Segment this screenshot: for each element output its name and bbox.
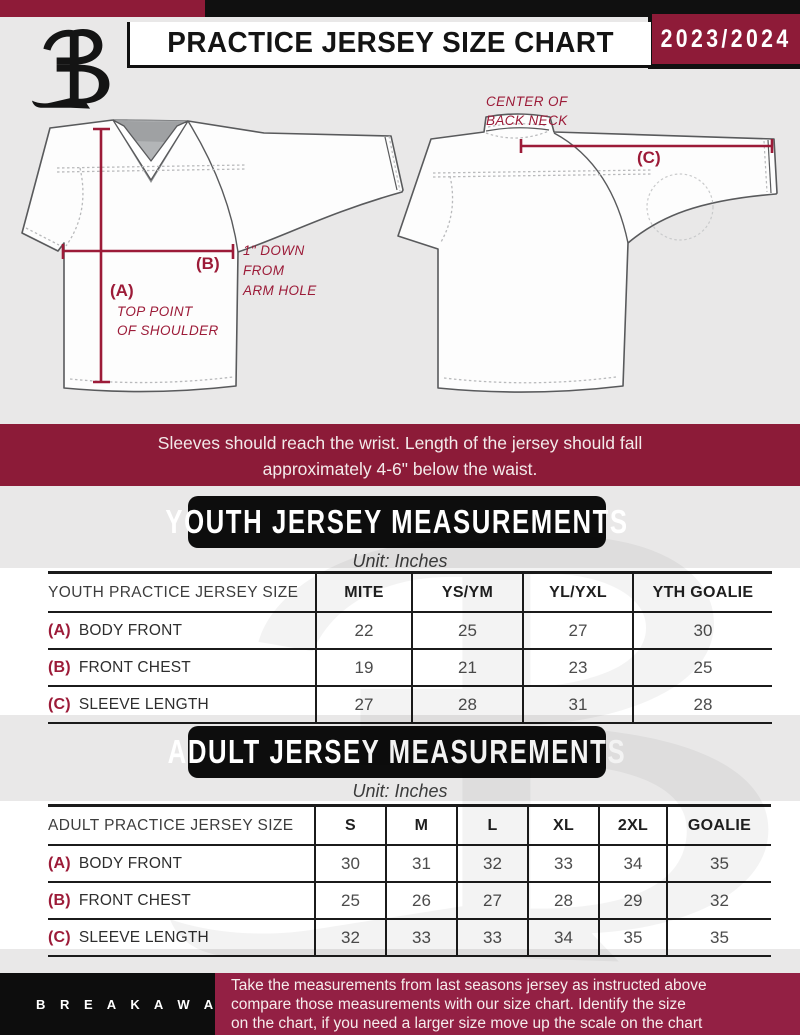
- fit-note-banner: Sleeves should reach the wrist. Length o…: [0, 424, 800, 486]
- table-row: (A) BODY FRONT 30 31 32 33 34 35: [48, 845, 771, 883]
- title-bar: PRACTICE JERSEY SIZE CHART: [127, 22, 651, 68]
- youth-size-goalie: YTH GOALIE: [632, 571, 772, 613]
- row-tag: (C): [48, 928, 71, 946]
- youth-size-ysym: YS/YM: [411, 571, 523, 613]
- measure-line-b: [61, 244, 235, 259]
- cell-value: 32: [314, 919, 386, 957]
- table-row: (C) SLEEVE LENGTH 32 33 33 34 35 35: [48, 919, 771, 957]
- adult-unit-label: Unit: Inches: [352, 781, 448, 801]
- cell-value: 34: [598, 845, 667, 883]
- adult-size-goalie: GOALIE: [666, 804, 771, 846]
- row-tag: (B): [48, 891, 71, 909]
- footer-line2: compare those measurements with our size…: [231, 996, 686, 1013]
- footer-line3: on the chart, if you need a larger size …: [231, 1015, 703, 1032]
- adult-size-table: ADULT PRACTICE JERSEY SIZE S M L XL 2XL …: [48, 804, 771, 957]
- youth-col-head: YOUTH PRACTICE JERSEY SIZE: [48, 571, 316, 613]
- label-b-tag: (B): [196, 254, 220, 273]
- row-tag: (B): [48, 658, 71, 676]
- youth-size-mite: MITE: [315, 571, 412, 613]
- label-a-tag: (A): [110, 281, 134, 300]
- adult-size-l: L: [456, 804, 528, 846]
- cell-value: 28: [527, 882, 599, 920]
- cell-value: 23: [522, 649, 633, 687]
- cell-value: 28: [632, 686, 772, 724]
- adult-header-row: ADULT PRACTICE JERSEY SIZE S M L XL 2XL …: [48, 804, 771, 846]
- footer-line1: Take the measurements from last seasons …: [231, 977, 707, 994]
- table-row: (A) BODY FRONT 22 25 27 30: [48, 612, 772, 650]
- cell-value: 19: [315, 649, 412, 687]
- label-a-text: TOP POINT OF SHOULDER: [117, 304, 219, 338]
- cell-value: 33: [456, 919, 528, 957]
- cell-value: 25: [632, 649, 772, 687]
- cell-value: 35: [598, 919, 667, 957]
- label-b-text: 1" DOWN FROM ARM HOLE: [243, 243, 317, 298]
- cell-value: 33: [385, 919, 457, 957]
- adult-section-title: ADULT JERSEY MEASUREMENTS: [168, 726, 625, 778]
- cell-value: 25: [314, 882, 386, 920]
- page-title: PRACTICE JERSEY SIZE CHART: [167, 27, 614, 59]
- table-row: (B) FRONT CHEST 19 21 23 25: [48, 649, 772, 687]
- row-label: SLEEVE LENGTH: [78, 695, 209, 713]
- youth-section-title: YOUTH JERSEY MEASUREMENTS: [165, 496, 627, 548]
- youth-header-row: YOUTH PRACTICE JERSEY SIZE MITE YS/YM YL…: [48, 571, 772, 613]
- measure-line-a: [93, 127, 110, 384]
- season-label: 2023/2024: [660, 24, 792, 53]
- cell-value: 27: [522, 612, 633, 650]
- cell-value: 34: [527, 919, 599, 957]
- season-badge: 2023/2024: [652, 14, 800, 64]
- cell-value: 35: [666, 919, 771, 957]
- adult-col-head: ADULT PRACTICE JERSEY SIZE: [48, 804, 315, 846]
- adult-size-s: S: [314, 804, 386, 846]
- back-jersey-drawing: [397, 113, 778, 393]
- cell-value: 30: [632, 612, 772, 650]
- row-label: BODY FRONT: [78, 621, 183, 639]
- cell-value: 30: [314, 845, 386, 883]
- row-label: FRONT CHEST: [78, 658, 191, 676]
- cell-value: 22: [315, 612, 412, 650]
- row-label: BODY FRONT: [78, 854, 183, 872]
- cell-value: 32: [666, 882, 771, 920]
- footer-brand-name: B R E A K A W A Y: [36, 996, 242, 1012]
- label-c-text: CENTER OF BACK NECK: [486, 94, 568, 128]
- cell-value: 35: [666, 845, 771, 883]
- youth-size-ylyxl: YL/YXL: [522, 571, 633, 613]
- front-jersey-drawing: [21, 119, 404, 393]
- jersey-diagrams: [21, 113, 778, 393]
- cell-value: 31: [522, 686, 633, 724]
- fit-note-line1: Sleeves should reach the wrist. Length o…: [157, 433, 643, 453]
- table-row: (C) SLEEVE LENGTH 27 28 31 28: [48, 686, 772, 724]
- cell-value: 31: [385, 845, 457, 883]
- measure-line-c: [519, 139, 774, 153]
- top-strip-maroon: [0, 0, 205, 17]
- adult-size-m: M: [385, 804, 457, 846]
- youth-size-table: YOUTH PRACTICE JERSEY SIZE MITE YS/YM YL…: [48, 571, 772, 724]
- adult-size-xl: XL: [527, 804, 599, 846]
- cell-value: 32: [456, 845, 528, 883]
- cell-value: 29: [598, 882, 667, 920]
- table-row: (B) FRONT CHEST 25 26 27 28 29 32: [48, 882, 771, 920]
- row-tag: (C): [48, 695, 71, 713]
- cell-value: 25: [411, 612, 523, 650]
- row-label: FRONT CHEST: [78, 891, 191, 909]
- cell-value: 27: [315, 686, 412, 724]
- fit-note-line2: approximately 4-6" below the waist.: [262, 459, 538, 479]
- footer-instructions: Take the measurements from last seasons …: [215, 973, 800, 1035]
- cell-value: 26: [385, 882, 457, 920]
- cell-value: 21: [411, 649, 523, 687]
- row-tag: (A): [48, 621, 71, 639]
- cell-value: 33: [527, 845, 599, 883]
- cell-value: 28: [411, 686, 523, 724]
- label-c-tag: (C): [637, 148, 661, 167]
- row-label: SLEEVE LENGTH: [78, 928, 209, 946]
- row-tag: (A): [48, 854, 71, 872]
- adult-size-2xl: 2XL: [598, 804, 667, 846]
- cell-value: 27: [456, 882, 528, 920]
- footer-brand-block: B R E A K A W A Y: [0, 973, 236, 1035]
